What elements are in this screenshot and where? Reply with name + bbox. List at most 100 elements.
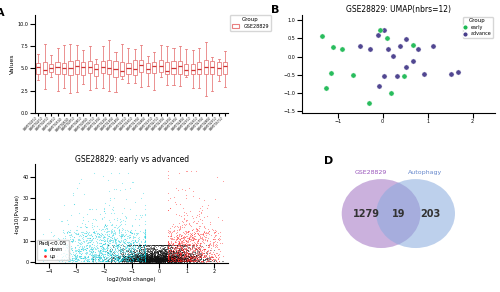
Point <box>118 227 126 232</box>
Point <box>68 256 76 261</box>
Point <box>150 258 158 263</box>
Point <box>82 256 90 260</box>
Point <box>178 253 186 258</box>
Point <box>176 245 184 250</box>
Point <box>154 251 162 255</box>
Point <box>52 253 60 258</box>
Point <box>103 258 111 263</box>
Point <box>180 259 188 263</box>
Point <box>148 256 156 260</box>
Point <box>179 230 187 235</box>
Point <box>161 253 169 258</box>
Point <box>126 248 134 253</box>
Point <box>136 258 144 263</box>
Point <box>138 259 146 264</box>
Point <box>162 256 170 260</box>
Point <box>176 257 184 261</box>
Point <box>72 255 80 260</box>
Point <box>126 257 134 262</box>
Point <box>101 222 109 226</box>
Point <box>183 258 191 262</box>
Point <box>140 242 148 247</box>
Point <box>156 256 164 260</box>
Point <box>127 243 135 248</box>
Point <box>152 256 160 260</box>
Point <box>194 253 202 258</box>
Point <box>124 246 132 251</box>
Point <box>150 256 158 261</box>
Point <box>183 246 191 251</box>
Point <box>152 259 160 264</box>
Point <box>194 237 202 241</box>
Point <box>139 251 147 255</box>
Point <box>139 237 147 241</box>
Point <box>200 247 208 252</box>
Point <box>174 258 182 263</box>
Point <box>163 258 171 262</box>
Point <box>126 242 134 247</box>
Point <box>126 250 134 255</box>
Point <box>136 259 144 264</box>
Point <box>156 254 164 258</box>
Point <box>88 250 96 254</box>
Point <box>178 258 186 263</box>
Point <box>136 252 144 256</box>
Point <box>200 259 207 264</box>
Point <box>171 259 179 264</box>
Point <box>147 251 155 256</box>
Point <box>173 229 181 234</box>
Point <box>134 256 142 261</box>
Point <box>144 257 152 261</box>
Point <box>167 259 175 264</box>
Point <box>188 246 196 250</box>
Point <box>145 259 153 264</box>
Point <box>191 248 199 252</box>
Point <box>168 259 176 264</box>
Point <box>134 244 142 249</box>
Point <box>170 225 177 229</box>
Point <box>164 252 172 256</box>
Point <box>162 257 170 262</box>
Point <box>134 242 141 247</box>
Point <box>132 253 140 258</box>
Point <box>200 258 208 263</box>
Point <box>135 251 143 256</box>
Point <box>124 247 132 252</box>
Point <box>72 256 80 260</box>
Point <box>214 251 222 255</box>
Point <box>83 258 91 262</box>
Point <box>102 232 110 236</box>
Point <box>136 259 144 264</box>
Point <box>140 259 148 264</box>
Point <box>116 244 124 249</box>
Point <box>149 255 157 260</box>
Point <box>182 221 190 226</box>
Point <box>84 232 92 237</box>
Point <box>146 252 154 257</box>
Point <box>194 238 202 243</box>
Point <box>71 245 79 249</box>
Point <box>198 232 205 237</box>
Point <box>138 248 145 253</box>
Point <box>156 257 164 261</box>
Point <box>147 257 155 262</box>
Point <box>57 252 65 257</box>
Point <box>160 257 168 262</box>
Point <box>168 259 175 264</box>
Point <box>164 258 172 262</box>
Point <box>189 247 197 252</box>
Point <box>170 259 177 264</box>
Point <box>212 244 220 248</box>
Point <box>112 244 120 248</box>
Point <box>146 256 154 261</box>
Point <box>162 254 170 259</box>
Point <box>142 258 150 263</box>
Point <box>142 256 150 261</box>
Point <box>164 256 172 260</box>
Point <box>120 258 128 263</box>
Point <box>148 259 156 263</box>
Point <box>174 257 182 262</box>
Point <box>170 252 178 257</box>
Point <box>184 168 192 173</box>
Point <box>168 256 176 260</box>
